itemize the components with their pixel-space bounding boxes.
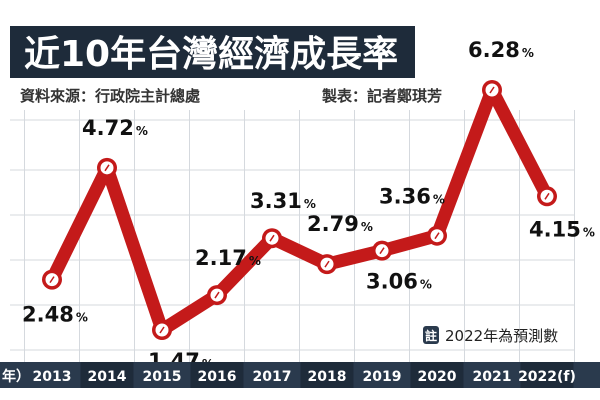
year-cell [190,362,244,388]
year-cell [80,362,134,388]
year-cell [520,362,574,388]
credit-text: 製表：記者鄭琪芳 [321,87,442,105]
data-point-tick [489,86,495,94]
value-unit: % [304,197,316,211]
x-tick-2018: 2018 [308,369,347,385]
value-unit: % [433,193,445,207]
data-point-tick [159,326,165,334]
value-unit: % [361,220,373,234]
data-point-tick [434,232,440,240]
x-tick-2017: 2017 [253,369,292,385]
data-point-tick [379,247,385,255]
source-text: 資料來源：行政院主計總處 [20,87,201,105]
year-cell [25,362,79,388]
value-label-2018: 2.79% [307,212,373,236]
data-point-tick [104,164,110,172]
value-unit: % [420,278,432,292]
gridlines [10,110,575,362]
x-axis-year-band: 年） 2013 2014 2015 2016 2017 2018 2019 2020 2021 20… [0,362,600,388]
x-tick-2013: 2013 [33,369,72,385]
footnote-text: 2022年為預測數 [445,327,558,345]
data-point-tick [269,234,275,242]
x-tick-2019: 2019 [363,369,402,385]
data-point-tick [214,291,220,299]
title-banner [10,26,415,78]
x-axis-unit-label: 年） [2,368,30,385]
year-cell [135,362,189,388]
value-label-2016: 2.17% [195,246,261,270]
value-unit: % [76,311,88,325]
value-unit: % [136,124,148,138]
x-tick-2015: 2015 [143,369,182,385]
markers-group [42,80,557,340]
value-label-2014: 4.72% [82,116,148,140]
x-tick-2021: 2021 [473,369,512,385]
series-line-group [45,83,554,337]
x-tick-2016: 2016 [198,369,237,385]
year-cell [410,362,464,388]
data-point-tick [324,260,330,268]
value-label-2017: 3.31% [250,189,316,213]
footnote-marker: 註 [425,328,437,343]
data-point-tick [49,276,55,284]
data-point-tick [544,192,550,200]
value-label-2013: 2.48% [22,303,88,327]
year-cell [300,362,354,388]
value-unit: % [522,46,534,60]
value-label-2022: 4.15% [529,217,595,241]
value-unit: % [583,225,595,239]
chart-title: 近10年台灣經濟成長率 [24,34,398,75]
value-label-2019: 3.06% [366,270,432,294]
value-unit: % [249,254,261,268]
x-tick-2014: 2014 [88,369,127,385]
x-tick-2022: 2022(f) [518,369,576,385]
year-cell [465,362,519,388]
x-tick-2020: 2020 [418,369,457,385]
footnote-marker-box [423,326,439,344]
year-cell [355,362,409,388]
value-label-2021: 6.28% [468,38,534,62]
year-cell [245,362,299,388]
series-line [45,83,554,337]
footnote: 註 2022年為預測數 [423,326,558,345]
value-label-2020: 3.36% [379,185,445,209]
